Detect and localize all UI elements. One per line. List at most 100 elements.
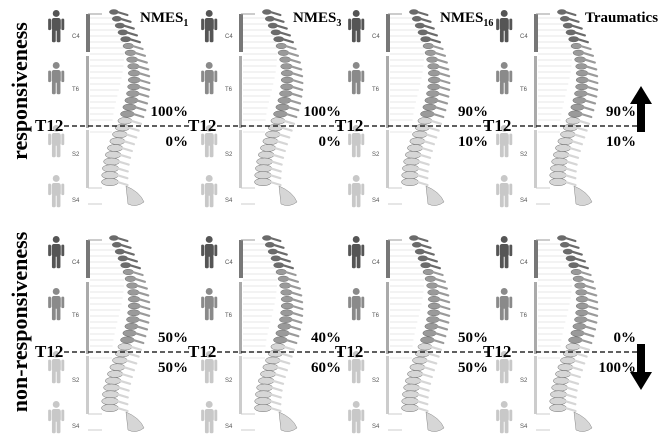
vertebra [267, 124, 283, 132]
person-s2-icon [48, 125, 65, 158]
panel-title-subscript: 16 [483, 18, 494, 29]
vertebra [102, 164, 119, 173]
up-arrow-icon [630, 86, 652, 132]
percent-below-t12: 50% [458, 360, 488, 376]
row-label-non-responsiveness: non-responsiveness [7, 231, 32, 413]
person-c4-icon [348, 236, 365, 269]
spine-panel-r0-c1: C4 T6 S2 S4 T12 NMES3 100% 0% [188, 6, 343, 211]
vertebra [114, 350, 130, 358]
level-label-s2: S2 [372, 378, 380, 384]
vertebra [262, 363, 279, 371]
cervical-bar [534, 240, 538, 278]
lumbar-bar [239, 130, 242, 188]
spine-panel-r1-c0: C4 T6 S2 S4 T12 50% 50% [35, 232, 190, 437]
person-s4-icon [201, 401, 218, 434]
lumbar-bar [86, 356, 89, 414]
vertebra [549, 397, 567, 406]
lumbar-bar [534, 356, 537, 414]
person-c4-icon [201, 10, 218, 43]
vertebra [412, 356, 428, 364]
vertebra [254, 171, 272, 180]
vertebra [103, 383, 120, 392]
person-c4-icon [496, 10, 513, 43]
vertebra [565, 117, 581, 125]
vertebra [549, 171, 567, 180]
vertebra [101, 404, 119, 412]
vertebra [405, 151, 422, 159]
t12-label: T12 [35, 116, 64, 135]
percent-above-t12: 50% [158, 330, 188, 346]
vertebra [562, 350, 578, 358]
thoracic-bar [86, 282, 89, 354]
vertebra [409, 137, 426, 145]
level-label-s2: S2 [225, 152, 233, 158]
cervical-bar [534, 14, 538, 52]
vertebra [549, 404, 567, 412]
vertebra [401, 397, 419, 406]
cervical-bar [86, 14, 90, 52]
vertebra [117, 343, 133, 351]
person-s4-icon [348, 175, 365, 208]
cervical-bar [386, 240, 390, 278]
vertebra [101, 397, 119, 406]
level-label-s2: S2 [72, 378, 80, 384]
percent-below-t12: 10% [606, 134, 636, 150]
vertebra [562, 124, 578, 132]
t12-label: T12 [188, 116, 217, 135]
vertebra [565, 343, 581, 351]
vertebra [107, 144, 124, 152]
vertebra [254, 404, 272, 412]
vertebra [103, 157, 120, 166]
level-label-t6: T6 [372, 87, 380, 93]
vertebra [555, 370, 572, 378]
vertebra [555, 144, 572, 152]
vertebra [265, 130, 281, 138]
person-s4-icon [496, 401, 513, 434]
vertebra [114, 124, 130, 132]
vertebra [551, 383, 568, 392]
vertebra [267, 350, 283, 358]
vertebra [550, 390, 567, 399]
person-s2-icon [48, 351, 65, 384]
vertebra [409, 363, 426, 371]
vertebra [255, 164, 272, 173]
person-t6-icon [348, 62, 365, 95]
thoracic-bar [534, 282, 537, 354]
person-t6-icon [496, 62, 513, 95]
vertebra [414, 350, 430, 358]
vertebra [101, 178, 119, 186]
percent-below-t12: 60% [311, 360, 341, 376]
vertebra [401, 171, 419, 180]
percent-above-t12: 100% [150, 104, 189, 120]
vertebra [553, 377, 570, 385]
person-t6-icon [48, 62, 65, 95]
person-c4-icon [48, 236, 65, 269]
person-t6-icon [348, 288, 365, 321]
panel-title: NMES1 [140, 10, 189, 29]
level-label-c4: C4 [72, 260, 80, 266]
lumbar-bar [534, 130, 537, 188]
vertebra [403, 383, 420, 392]
percent-below-t12: 10% [458, 134, 488, 150]
t12-label: T12 [335, 342, 364, 361]
panel-title: NMES3 [293, 10, 342, 29]
level-label-c4: C4 [520, 34, 528, 40]
level-label-c4: C4 [520, 260, 528, 266]
level-label-c4: C4 [372, 34, 380, 40]
level-label-s2: S2 [72, 152, 80, 158]
spine-diagram [201, 235, 343, 434]
percent-below-t12: 50% [158, 360, 188, 376]
person-s2-icon [496, 125, 513, 158]
person-s2-icon [201, 351, 218, 384]
panel-title: NMES16 [440, 10, 494, 29]
vertebra [255, 390, 272, 399]
percent-above-t12: 0% [613, 330, 637, 346]
spine-diagram [48, 235, 190, 434]
level-label-s4: S4 [372, 424, 380, 430]
sacrum [425, 411, 445, 432]
panel-title-subscript: 3 [336, 18, 342, 29]
person-t6-icon [496, 288, 513, 321]
level-label-s4: S4 [225, 198, 233, 204]
person-c4-icon [348, 10, 365, 43]
vertebra [553, 151, 570, 159]
